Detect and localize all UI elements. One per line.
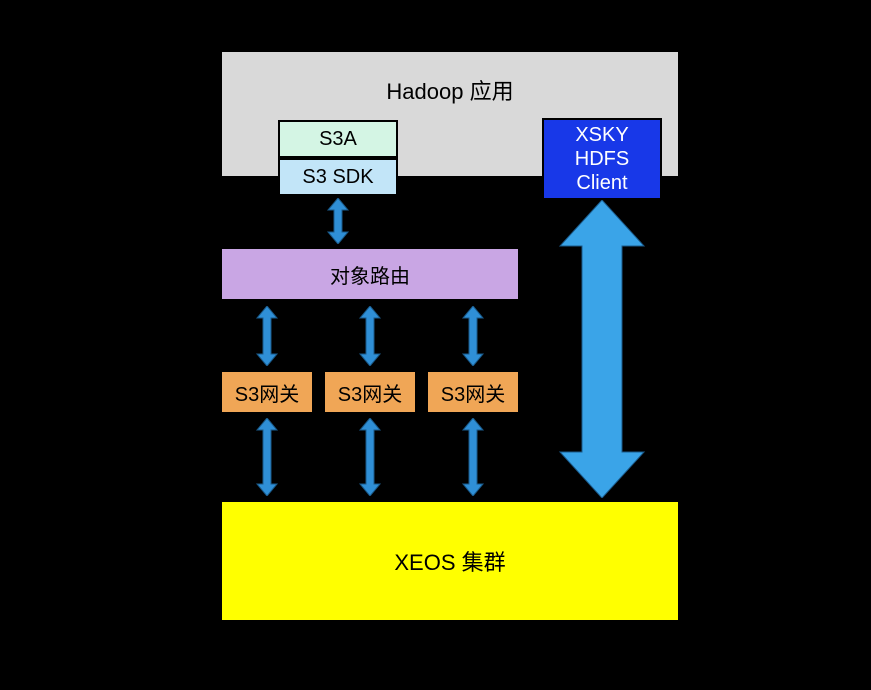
left-side-label: S3A接口 xyxy=(82,260,181,289)
arrow-router-gw1 xyxy=(255,306,279,366)
s3a-box: S3A xyxy=(278,120,398,158)
xeos-label: XEOS 集群 xyxy=(394,545,505,577)
xsky-box: XSKYHDFSClient xyxy=(542,118,662,200)
hadoop-label: Hadoop 应用 xyxy=(386,74,513,106)
bracket-right xyxy=(686,198,716,460)
bracket-left xyxy=(178,198,208,460)
gateway-box-1: S3网关 xyxy=(220,370,314,414)
arrow-s3sdk-router xyxy=(326,198,350,244)
router-box: 对象路由 xyxy=(220,247,520,301)
xsky-label: XSKYHDFSClient xyxy=(575,123,629,195)
arrow-gw1-xeos xyxy=(255,418,279,496)
gateway-label: S3网关 xyxy=(235,378,299,407)
gateway-label: S3网关 xyxy=(441,378,505,407)
gateway-box-3: S3网关 xyxy=(426,370,520,414)
s3sdk-box: S3 SDK xyxy=(278,158,398,196)
arrow-xsky-xeos xyxy=(556,200,648,498)
arrow-router-gw2 xyxy=(358,306,382,366)
right-side-label: 直接访问 xyxy=(716,320,818,349)
s3sdk-label: S3 SDK xyxy=(302,166,373,189)
arrow-router-gw3 xyxy=(461,306,485,366)
s3a-label: S3A xyxy=(319,128,357,151)
arrow-gw2-xeos xyxy=(358,418,382,496)
arrow-gw3-xeos xyxy=(461,418,485,496)
gateway-box-2: S3网关 xyxy=(323,370,417,414)
gateway-label: S3网关 xyxy=(338,378,402,407)
router-label: 对象路由 xyxy=(330,260,410,289)
xeos-box: XEOS 集群 xyxy=(220,500,680,622)
